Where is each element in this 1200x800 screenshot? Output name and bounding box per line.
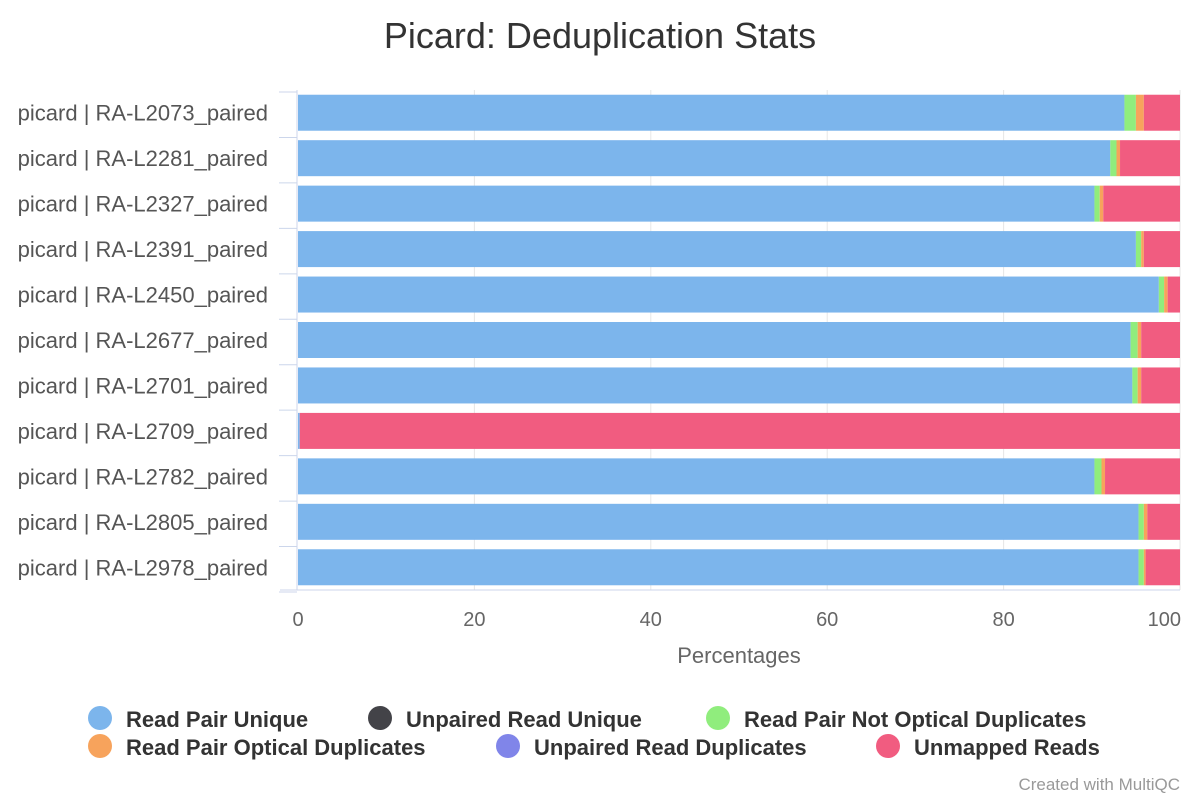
x-tick-label: 100	[1148, 609, 1181, 631]
bar-row	[298, 367, 1180, 404]
legend-marker	[368, 706, 392, 730]
bar-segment-read-pair-unique[interactable]	[298, 322, 1131, 358]
bar-segment-read-pair-unique[interactable]	[298, 276, 1159, 313]
axes	[279, 90, 1180, 593]
bar-row	[298, 231, 1180, 268]
bar-segment-read-pair-optical-duplicates[interactable]	[1141, 231, 1144, 268]
bar-segment-read-pair-optical-duplicates[interactable]	[1137, 367, 1142, 404]
bar-segment-read-pair-unique[interactable]	[298, 140, 1111, 177]
legend-label: Read Pair Not Optical Duplicates	[744, 707, 1086, 732]
bar-row	[298, 503, 1180, 540]
bar-segment-read-pair-unique[interactable]	[298, 367, 1133, 404]
category-label: picard | RA-L2978_paired	[18, 555, 268, 580]
x-tick-label: 80	[992, 609, 1014, 631]
bar-segment-unmapped-reads[interactable]	[1143, 94, 1180, 131]
bar-segment-read-pair-unique[interactable]	[298, 503, 1139, 540]
bar-segment-read-pair-optical-duplicates[interactable]	[1116, 140, 1121, 177]
bar-row	[298, 412, 1180, 449]
bar-row	[298, 458, 1180, 495]
legend-item-unpaired-read-unique[interactable]: Unpaired Read Unique	[368, 706, 642, 732]
bar-segment-read-pair-unique[interactable]	[298, 94, 1125, 131]
legend: Read Pair Unique Unpaired Read Unique Read…	[88, 706, 1100, 760]
bar-segment-read-pair-unique[interactable]	[298, 231, 1136, 268]
bar-segment-read-pair-unique[interactable]	[298, 549, 1139, 586]
bar-segment-read-pair-not-optical-duplicates[interactable]	[1135, 231, 1142, 268]
bar-segment-unmapped-reads[interactable]	[1120, 140, 1180, 177]
category-label: picard | RA-L2709_paired	[18, 419, 268, 444]
x-tick-label: 60	[816, 609, 838, 631]
bar-segment-unmapped-reads[interactable]	[1143, 231, 1180, 268]
bar-segment-unmapped-reads[interactable]	[1145, 549, 1180, 586]
bar-segment-read-pair-optical-duplicates[interactable]	[1099, 185, 1104, 222]
category-label: picard | RA-L2281_paired	[18, 146, 268, 171]
bar-segment-unmapped-reads[interactable]	[1141, 322, 1180, 358]
legend-item-read-pair-not-optical-duplicates[interactable]: Read Pair Not Optical Duplicates	[706, 706, 1086, 732]
bar-segment-unmapped-reads[interactable]	[1167, 276, 1180, 313]
legend-label: Unpaired Read Duplicates	[534, 735, 807, 760]
legend-item-read-pair-unique[interactable]: Read Pair Unique	[88, 706, 308, 732]
bar-segment-read-pair-optical-duplicates[interactable]	[1143, 549, 1146, 586]
bar-segment-read-pair-optical-duplicates[interactable]	[1143, 503, 1148, 540]
legend-label: Read Pair Unique	[126, 707, 308, 732]
bar-segment-read-pair-optical-duplicates[interactable]	[1135, 94, 1144, 131]
bar-segment-read-pair-optical-duplicates[interactable]	[1137, 322, 1142, 358]
legend-marker	[496, 734, 520, 758]
credit-text: Created with MultiQC	[1018, 775, 1180, 794]
category-label: picard | RA-L2805_paired	[18, 510, 268, 535]
bar-segment-unmapped-reads[interactable]	[1105, 458, 1180, 495]
category-label: picard | RA-L2782_paired	[18, 464, 268, 489]
chart-title: Picard: Deduplication Stats	[384, 15, 816, 56]
bar-row	[298, 140, 1180, 177]
bar-segment-read-pair-not-optical-duplicates[interactable]	[1138, 549, 1144, 586]
bar-segment-unmapped-reads[interactable]	[1103, 185, 1180, 222]
x-axis-title: Percentages	[677, 643, 801, 668]
bar-segment-read-pair-not-optical-duplicates[interactable]	[1158, 276, 1165, 313]
bar-segment-unmapped-reads[interactable]	[299, 412, 1180, 449]
legend-label: Unpaired Read Unique	[406, 707, 642, 732]
bar-segment-read-pair-not-optical-duplicates[interactable]	[1110, 140, 1117, 177]
bar-segment-read-pair-optical-duplicates[interactable]	[1164, 276, 1168, 313]
category-label: picard | RA-L2677_paired	[18, 328, 268, 353]
legend-marker	[876, 734, 900, 758]
category-label: picard | RA-L2701_paired	[18, 373, 268, 398]
bar-segment-read-pair-optical-duplicates[interactable]	[1101, 458, 1106, 495]
category-label: picard | RA-L2073_paired	[18, 101, 268, 126]
bar-segment-read-pair-not-optical-duplicates[interactable]	[1132, 367, 1138, 404]
bar-segment-read-pair-unique[interactable]	[298, 412, 300, 449]
bar-row	[298, 185, 1180, 222]
legend-label: Unmapped Reads	[914, 735, 1100, 760]
x-tick-label: 20	[463, 609, 485, 631]
legend-label: Read Pair Optical Duplicates	[126, 735, 426, 760]
legend-item-read-pair-optical-duplicates[interactable]: Read Pair Optical Duplicates	[88, 734, 426, 760]
bar-segment-read-pair-not-optical-duplicates[interactable]	[1094, 458, 1102, 495]
bar-segment-unmapped-reads[interactable]	[1147, 503, 1180, 540]
bar-row	[298, 276, 1180, 313]
bar-segment-read-pair-not-optical-duplicates[interactable]	[1138, 503, 1144, 540]
bar-row	[298, 549, 1180, 586]
category-label: picard | RA-L2450_paired	[18, 283, 268, 308]
bar-segment-read-pair-not-optical-duplicates[interactable]	[1094, 185, 1100, 222]
category-label: picard | RA-L2327_paired	[18, 192, 268, 217]
bar-segment-read-pair-unique[interactable]	[298, 458, 1095, 495]
x-tick-labels: 0 20 40 60 80 100	[292, 609, 1181, 631]
legend-marker	[88, 706, 112, 730]
bar-segment-unmapped-reads[interactable]	[1141, 367, 1180, 404]
legend-item-unmapped-reads[interactable]: Unmapped Reads	[876, 734, 1100, 760]
bars-group	[298, 94, 1180, 586]
legend-marker	[706, 706, 730, 730]
category-label: picard | RA-L2391_paired	[18, 237, 268, 262]
bar-row	[298, 322, 1180, 358]
bar-segment-read-pair-not-optical-duplicates[interactable]	[1124, 94, 1136, 131]
legend-marker	[88, 734, 112, 758]
x-tick-label: 40	[640, 609, 662, 631]
bar-segment-read-pair-not-optical-duplicates[interactable]	[1130, 322, 1138, 358]
legend-item-unpaired-read-duplicates[interactable]: Unpaired Read Duplicates	[496, 734, 807, 760]
bar-row	[298, 94, 1180, 131]
x-tick-label: 0	[292, 609, 303, 631]
bar-segment-read-pair-unique[interactable]	[298, 185, 1095, 222]
